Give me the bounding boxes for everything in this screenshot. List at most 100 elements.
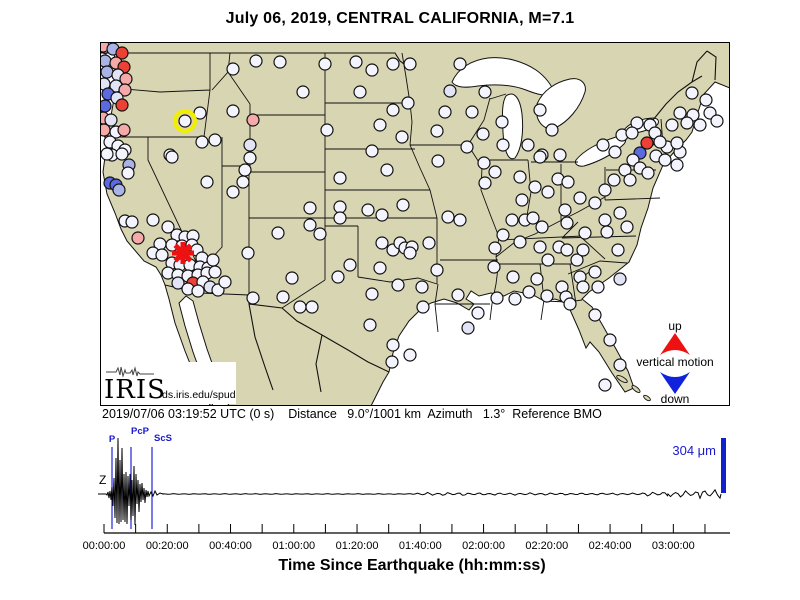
station-dot <box>375 236 389 250</box>
station-dot <box>236 175 250 189</box>
channel-label: Z <box>99 473 106 487</box>
station-dot <box>353 85 367 99</box>
station-dot <box>560 216 574 230</box>
station-dot <box>195 135 209 149</box>
station-dot <box>303 218 317 232</box>
tick-label: 00:00:00 <box>83 540 126 552</box>
x-axis-label: Time Since Earthquake (hh:mm:ss) <box>278 557 545 574</box>
station-dot <box>620 220 634 234</box>
station-dot <box>541 253 555 267</box>
station-dot <box>471 306 485 320</box>
station-dot <box>685 86 699 100</box>
station-dot <box>598 213 612 227</box>
station-dot <box>273 55 287 69</box>
station-dot <box>526 211 540 225</box>
station-dot <box>513 235 527 249</box>
station-dot <box>243 151 257 165</box>
station-dot <box>451 288 465 302</box>
station-dot <box>513 170 527 184</box>
station-dot <box>208 133 222 147</box>
station-dot <box>588 308 602 322</box>
station-dot <box>496 138 510 152</box>
station-dot <box>608 145 622 159</box>
station-dot <box>165 150 179 164</box>
station-dot <box>588 265 602 279</box>
station-dot <box>528 180 542 194</box>
station-dot <box>243 138 257 152</box>
station-dot <box>100 123 111 137</box>
station-dot <box>395 130 409 144</box>
station-dot <box>178 114 192 128</box>
iris-logo: IRIS ds.iris.edu/spud <box>102 362 236 405</box>
iris-logo-text: IRIS <box>104 375 166 405</box>
station-dot <box>391 278 405 292</box>
station-dot <box>401 96 415 110</box>
station-dot <box>238 163 252 177</box>
station-dot <box>443 84 457 98</box>
station-dot <box>226 104 240 118</box>
station-dot <box>576 280 590 294</box>
station-dot <box>200 175 214 189</box>
station-dot <box>385 355 399 369</box>
legend-up-label: up <box>668 319 682 333</box>
reference-ring <box>173 109 197 133</box>
mexico-border <box>164 284 390 393</box>
station-dot <box>495 115 509 129</box>
legend-down-label: down <box>661 392 690 406</box>
station-dot <box>416 300 430 314</box>
station-dot <box>386 57 400 71</box>
station-dot <box>373 261 387 275</box>
station-dot <box>320 123 334 137</box>
station-dot <box>343 258 357 272</box>
station-dot <box>693 118 707 132</box>
waveform-trace <box>98 437 722 526</box>
station-dot <box>488 241 502 255</box>
station-dot <box>603 333 617 347</box>
station-dot <box>613 358 627 372</box>
station-dot <box>276 290 290 304</box>
station-dot <box>453 57 467 71</box>
down-triangle-icon <box>660 372 690 394</box>
station-dot <box>246 291 260 305</box>
station-dot <box>415 280 429 294</box>
station-dot <box>191 284 205 298</box>
station-dot <box>396 198 410 212</box>
tick-label: 00:20:00 <box>146 540 189 552</box>
station-dot <box>121 166 135 180</box>
tick-label: 01:40:00 <box>399 540 442 552</box>
station-dot <box>155 248 169 262</box>
station-dot <box>478 176 492 190</box>
station-dot <box>365 144 379 158</box>
station-dot <box>515 193 529 207</box>
seismogram: P PcP ScS 304 μm 00:00:00 00:20:00 00:40:00 01:… <box>83 426 730 574</box>
station-dot <box>313 227 327 241</box>
station-dot <box>115 46 129 60</box>
station-dot <box>318 57 332 71</box>
station-dot <box>680 116 694 130</box>
station-dot <box>670 136 684 150</box>
station-dot <box>431 154 445 168</box>
station-dot <box>506 270 520 284</box>
tick-label: 03:00:00 <box>652 540 695 552</box>
station-dot <box>710 114 724 128</box>
station-dot <box>333 200 347 214</box>
station-dot <box>521 138 535 152</box>
station-dot <box>670 158 684 172</box>
station-dot <box>104 113 118 127</box>
pacific-ocean <box>100 42 212 406</box>
canada-border <box>100 50 717 121</box>
vertical-motion-legend: up vertical motion down <box>636 319 713 406</box>
station-dot <box>476 127 490 141</box>
station-dot <box>296 85 310 99</box>
station-dot <box>226 62 240 76</box>
station-dot <box>375 208 389 222</box>
tick-label: 01:00:00 <box>272 540 315 552</box>
station-dot <box>533 103 547 117</box>
station-dot <box>271 226 285 240</box>
iris-logo-squiggle <box>106 366 154 378</box>
map-container: up vertical motion down IRIS ds.iris.edu… <box>100 42 730 406</box>
legend-label: vertical motion <box>636 355 713 369</box>
station-dot <box>441 210 455 224</box>
station-dot <box>100 65 114 79</box>
